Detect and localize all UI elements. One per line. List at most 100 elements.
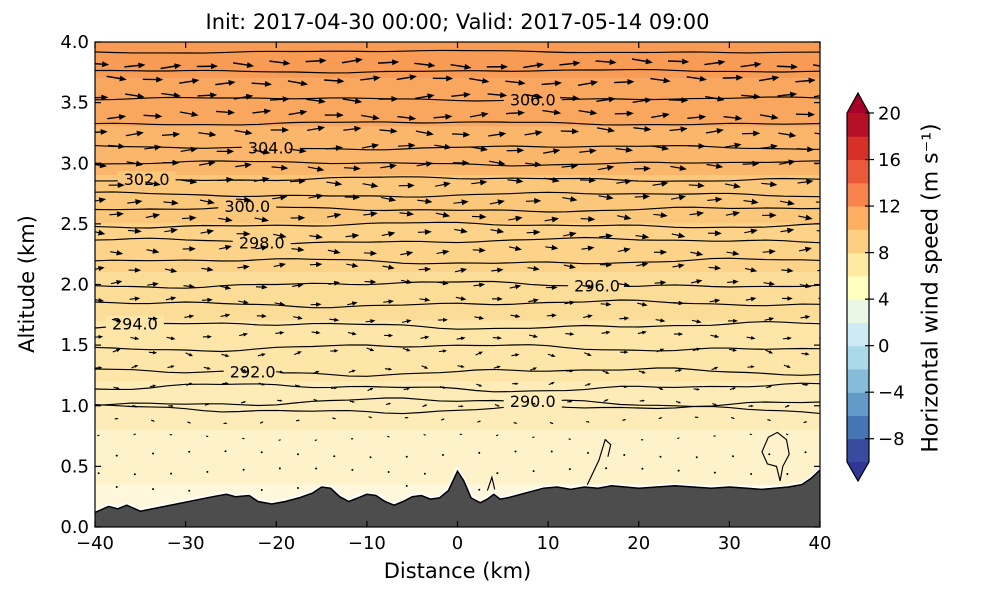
quiver-arrow bbox=[161, 92, 181, 99]
quiver-arrow bbox=[365, 319, 376, 324]
quiver-arrow bbox=[604, 439, 608, 441]
quiver-dot bbox=[804, 451, 807, 454]
quiver-arrow bbox=[693, 387, 700, 391]
quiver-arrow bbox=[707, 196, 723, 203]
quiver-arrow bbox=[471, 179, 488, 186]
quiver-dot bbox=[713, 471, 716, 474]
quiver-arrow bbox=[366, 347, 375, 352]
quiver-arrow bbox=[439, 385, 447, 389]
quiver-arrow bbox=[543, 148, 561, 155]
colorbar-label: Horizontal wind speed (m s⁻¹) bbox=[918, 123, 944, 453]
quiver-arrow bbox=[489, 160, 506, 166]
y-tick-label: 3.0 bbox=[60, 153, 89, 174]
quiver-arrow bbox=[271, 164, 289, 171]
quiver-arrow bbox=[657, 386, 664, 390]
quiver-arrow bbox=[614, 110, 634, 117]
quiver-arrow bbox=[126, 160, 144, 167]
quiver-arrow bbox=[491, 267, 504, 273]
quiver-arrow bbox=[741, 93, 761, 100]
quiver-arrow bbox=[457, 364, 465, 368]
quiver-arrow bbox=[473, 282, 486, 288]
quiver-arrow bbox=[149, 384, 157, 388]
colorbar-segment bbox=[847, 392, 869, 416]
quiver-arrow bbox=[433, 113, 453, 120]
quiver-dot bbox=[496, 472, 499, 475]
theta-contour-line bbox=[95, 49, 820, 54]
quiver-arrow bbox=[724, 142, 742, 149]
colorbar-under-arrow bbox=[847, 462, 869, 481]
quiver-arrow bbox=[415, 130, 434, 137]
quiver-arrow bbox=[95, 94, 109, 101]
quiver-arrow bbox=[741, 130, 761, 137]
quiver-dot bbox=[278, 467, 281, 470]
quiver-arrow bbox=[742, 160, 760, 167]
x-tick-label: −20 bbox=[257, 533, 295, 554]
quiver-arrow bbox=[307, 165, 325, 172]
colorbar-segment bbox=[847, 368, 869, 393]
quiver-arrow bbox=[377, 59, 400, 66]
x-tick-label: 10 bbox=[537, 533, 560, 554]
quiver-dot bbox=[550, 450, 553, 453]
quiver-arrow bbox=[567, 400, 573, 403]
quiver-arrow bbox=[347, 301, 358, 306]
quiver-arrow bbox=[160, 63, 182, 70]
quiver-arrow bbox=[705, 95, 725, 102]
quiver-arrow bbox=[656, 348, 665, 353]
quiver-arrow bbox=[272, 194, 288, 201]
quiver-arrow bbox=[270, 96, 290, 103]
quiver-arrow bbox=[289, 147, 307, 154]
contour-label: 302.0 bbox=[124, 170, 170, 189]
quiver-dot bbox=[405, 455, 408, 458]
quiver-arrow bbox=[255, 245, 269, 251]
quiver-arrow bbox=[259, 421, 264, 424]
quiver-arrow bbox=[779, 199, 795, 206]
quiver-arrow bbox=[361, 114, 380, 121]
quiver-arrow bbox=[382, 264, 395, 270]
quiver-dot bbox=[188, 489, 191, 492]
quiver-arrow bbox=[546, 313, 557, 318]
quiver-arrow bbox=[164, 227, 178, 234]
quiver-dot bbox=[260, 451, 263, 454]
quiver-arrow bbox=[668, 97, 689, 104]
quiver-arrow bbox=[95, 229, 106, 236]
quiver-arrow bbox=[422, 404, 428, 408]
quiver-arrow bbox=[817, 268, 820, 272]
quiver-arrow bbox=[236, 230, 251, 237]
quiver-arrow bbox=[238, 299, 249, 305]
quiver-arrow bbox=[673, 300, 684, 306]
quiver-arrow bbox=[529, 334, 539, 338]
quiver-arrow bbox=[474, 315, 485, 320]
quiver-arrow bbox=[727, 279, 739, 285]
quiver-arrow bbox=[781, 296, 793, 301]
quiver-arrow bbox=[148, 350, 158, 355]
quiver-arrow bbox=[257, 353, 266, 357]
quiver-arrow bbox=[674, 332, 684, 337]
quiver-arrow bbox=[380, 196, 397, 203]
quiver-arrow bbox=[360, 75, 381, 82]
quiver-arrow bbox=[704, 59, 726, 66]
quiver-arrow bbox=[196, 63, 218, 70]
quiver-arrow bbox=[528, 298, 539, 303]
quiver-arrow bbox=[95, 366, 103, 370]
quiver-arrow bbox=[221, 353, 230, 358]
quiver-arrow bbox=[423, 433, 427, 436]
quiver-arrow bbox=[713, 435, 717, 437]
quiver-dot bbox=[732, 455, 734, 458]
quiver-arrow bbox=[489, 199, 505, 206]
quiver-arrow bbox=[440, 418, 445, 421]
quiver-arrow bbox=[331, 386, 338, 390]
colorbar-tick-label: −8 bbox=[878, 429, 905, 450]
quiver-arrow bbox=[729, 387, 737, 391]
quiver-arrow bbox=[309, 233, 323, 240]
quiver-arrow bbox=[585, 421, 590, 423]
quiver-arrow bbox=[523, 62, 545, 69]
quiver-arrow bbox=[325, 145, 344, 151]
quiver-arrow bbox=[252, 108, 272, 115]
quiver-arrow bbox=[469, 77, 490, 84]
quiver-arrow bbox=[568, 438, 572, 440]
quiver-arrow bbox=[114, 417, 119, 420]
quiver-arrow bbox=[690, 250, 704, 257]
quiver-arrow bbox=[706, 163, 724, 169]
y-tick-label: 1.5 bbox=[60, 335, 89, 356]
quiver-arrow bbox=[584, 383, 592, 387]
